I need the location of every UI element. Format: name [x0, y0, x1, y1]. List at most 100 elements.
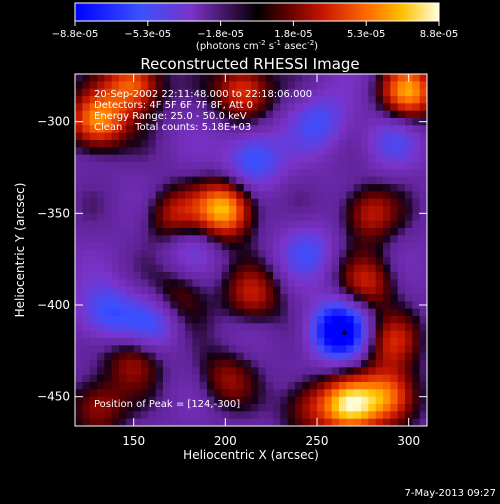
plot-frame [74, 73, 428, 427]
heatmap-cell [163, 330, 171, 339]
heatmap-cell [163, 389, 171, 398]
heatmap-cell [324, 352, 333, 361]
heatmap-cell [170, 198, 179, 207]
heatmap-cell [273, 374, 281, 383]
heatmap-cell [207, 323, 215, 332]
heatmap-cell [397, 228, 406, 236]
heatmap-cell [302, 257, 311, 266]
heatmap-cell [82, 206, 91, 214]
heatmap-cell [155, 140, 164, 148]
heatmap-cell [119, 198, 127, 207]
heatmap-cell [339, 206, 347, 214]
heatmap-cell [111, 118, 120, 126]
heatmap-cell [361, 140, 369, 148]
heatmap-cell [214, 162, 223, 170]
heatmap-cell [236, 308, 245, 317]
heatmap-cell [126, 404, 135, 412]
heatmap-cell [104, 184, 113, 192]
heatmap-cell [243, 184, 252, 192]
heatmap-cell [353, 206, 362, 214]
heatmap-cell [309, 140, 318, 148]
heatmap-cell [141, 184, 149, 192]
heatmap-cell [265, 213, 274, 222]
heatmap-cell [236, 352, 245, 361]
heatmap-cell [295, 191, 303, 200]
heatmap-cell [111, 125, 120, 134]
heatmap-cell [199, 279, 208, 288]
heatmap-cell [214, 198, 223, 207]
heatmap-cell [397, 338, 406, 346]
heatmap-cell [302, 330, 311, 339]
heatmap-cell [75, 110, 83, 119]
heatmap-cell [155, 308, 164, 317]
heatmap-cell [104, 396, 113, 405]
heatmap-cell [97, 301, 105, 310]
heatmap-cell [236, 96, 245, 104]
heatmap-cell [148, 110, 157, 119]
heatmap-cell [280, 88, 289, 97]
heatmap-cell [155, 294, 164, 302]
heatmap-cell [309, 338, 318, 346]
heatmap-cell [302, 154, 311, 163]
heatmap-cell [309, 169, 318, 178]
heatmap-cell [104, 88, 113, 97]
heatmap-cell [229, 308, 237, 317]
heatmap-cell [368, 352, 377, 361]
heatmap-cell [251, 118, 259, 126]
heatmap-cell [214, 118, 223, 126]
heatmap-cell [317, 345, 325, 354]
heatmap-cell [331, 411, 340, 420]
annotation-block: 20-Sep-2002 22:11:48.000 to 22:18:06.000… [94, 89, 312, 133]
heatmap-cell [126, 382, 135, 390]
heatmap-cell [419, 154, 427, 163]
heatmap-cell [280, 110, 289, 119]
heatmap-cell [82, 74, 91, 82]
heatmap-cell [243, 81, 252, 90]
heatmap-cell [199, 147, 208, 156]
heatmap-cell [97, 235, 105, 244]
heatmap-cell [353, 147, 362, 156]
heatmap-cell [353, 81, 362, 90]
heatmap-cell [82, 301, 91, 310]
heatmap-cell [309, 294, 318, 302]
heatmap-cell [75, 352, 83, 361]
x-axis-label: Heliocentric X (arcsec) [183, 448, 319, 462]
heatmap-cell [368, 264, 377, 273]
heatmap-cell [199, 374, 208, 383]
heatmap-cell [133, 367, 142, 376]
heatmap-cell [170, 404, 179, 412]
heatmap-cell [317, 147, 325, 156]
heatmap-cell [258, 345, 267, 354]
heatmap-cell [295, 88, 303, 97]
heatmap-cell [177, 367, 186, 376]
heatmap-cell [75, 184, 83, 192]
heatmap-cell [397, 367, 406, 376]
heatmap-cell [295, 418, 303, 426]
heatmap-cell [353, 279, 362, 288]
heatmap-cell [119, 242, 127, 251]
heatmap-cell [97, 147, 105, 156]
heatmap-cell [111, 228, 120, 236]
heatmap-cell [390, 96, 399, 104]
heatmap-cell [397, 294, 406, 302]
heatmap-cell [192, 228, 201, 236]
heatmap-cell [412, 316, 421, 324]
heatmap-cell [163, 228, 171, 236]
heatmap-cell [89, 279, 98, 288]
heatmap-cell [82, 191, 91, 200]
heatmap-cell [265, 301, 274, 310]
heatmap-cell [214, 110, 223, 119]
heatmap-cell [243, 169, 252, 178]
heatmap-cell [97, 257, 105, 266]
heatmap-cell [405, 382, 413, 390]
heatmap-cell [419, 88, 427, 97]
heatmap-cell [236, 367, 245, 376]
heatmap-cell [265, 294, 274, 302]
heatmap-cell [375, 147, 384, 156]
heatmap-cell [317, 213, 325, 222]
heatmap-cell [155, 360, 164, 368]
heatmap-cell [243, 308, 252, 317]
heatmap-cell [192, 213, 201, 222]
heatmap-cell [273, 250, 281, 258]
heatmap-cell [346, 338, 355, 346]
